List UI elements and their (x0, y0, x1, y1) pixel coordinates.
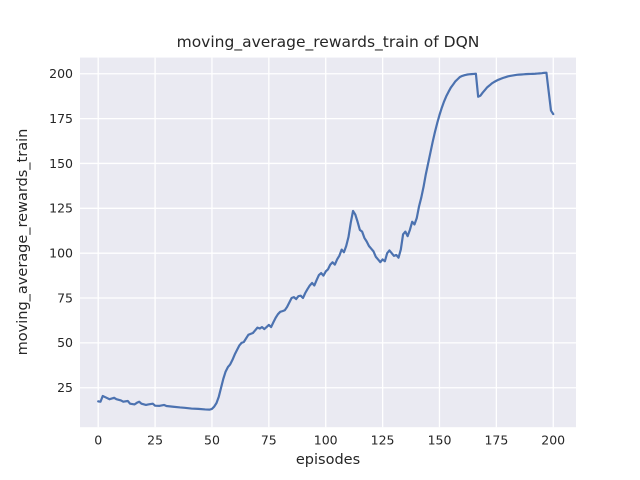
grid (80, 57, 576, 428)
y-tick-label: 100 (49, 246, 73, 261)
y-tick-label: 125 (49, 201, 73, 216)
y-tick-label: 75 (57, 290, 73, 305)
x-tick-label: 200 (541, 433, 565, 448)
y-tick-label: 200 (49, 66, 73, 81)
x-tick-label: 50 (204, 433, 220, 448)
x-tick-label: 125 (371, 433, 395, 448)
x-axis-label: episodes (295, 452, 361, 468)
y-tick-label: 150 (49, 156, 73, 171)
y-tick-labels: 25 50 75 100 125 150 175 200 (49, 66, 73, 395)
x-tick-label: 0 (94, 433, 102, 448)
plot-background (80, 57, 576, 428)
reward-line (97, 71, 555, 411)
x-tick-label: 25 (147, 433, 163, 448)
y-tick-label: 175 (49, 111, 73, 126)
x-tick-label: 75 (261, 433, 277, 448)
x-tick-label: 100 (314, 433, 338, 448)
y-tick-label: 50 (57, 335, 73, 350)
x-tick-label: 175 (484, 433, 508, 448)
x-tick-label: 150 (428, 433, 452, 448)
y-tick-label: 25 (57, 380, 73, 395)
x-tick-labels: 0 25 50 75 100 125 150 175 200 (94, 433, 565, 448)
y-axis-label: moving_average_rewards_train (15, 128, 31, 356)
chart-title: moving_average_rewards_train of DQN (176, 33, 480, 51)
